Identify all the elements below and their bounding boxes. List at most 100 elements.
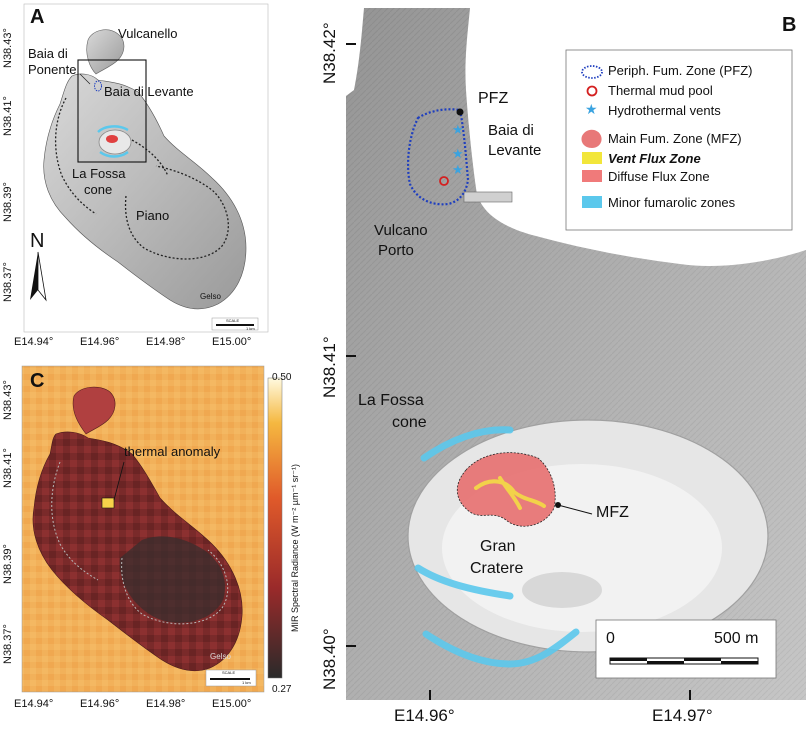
label-vulcano-porto-1: Vulcano	[374, 222, 428, 239]
scale-dist-c: 1 km	[242, 680, 251, 685]
panel-b-letter: B	[782, 14, 797, 36]
lat-tick-b-1: N38.42°	[320, 22, 339, 84]
lon-tick-a-2: E14.96°	[80, 336, 120, 348]
legend-vent-flux-icon	[582, 152, 602, 164]
vulcano-island	[43, 73, 247, 310]
scale-label-a: SCALE	[226, 318, 240, 323]
legend-diffuse-icon	[582, 170, 602, 182]
legend-mfz-icon	[581, 129, 602, 148]
lat-tick-a-1: N38.43°	[2, 28, 14, 68]
hydrothermal-vent-3: ★	[452, 163, 464, 178]
label-la-fossa-cone-1: La Fossa	[358, 392, 424, 409]
label-baia-levante: Baia di Levante	[104, 84, 194, 99]
hydrothermal-vent-2: ★	[452, 147, 464, 162]
legend-minor: Minor fumarolic zones	[608, 195, 736, 210]
lon-tick-b-2: E14.97°	[652, 706, 713, 725]
piano-rim-c	[121, 549, 229, 625]
colorbar	[267, 377, 283, 679]
scale-end: 500 m	[714, 630, 759, 647]
label-vulcanello: Vulcanello	[118, 26, 178, 41]
minor-zone-outer	[422, 628, 580, 668]
panel-a-map	[23, 3, 269, 333]
caldera-rim-piano	[124, 165, 229, 260]
label-baia-levante-2: Levante	[488, 142, 542, 159]
lon-tick-b-1: E14.96°	[394, 706, 455, 725]
panel-c-letter: C	[30, 370, 45, 392]
legend-box	[565, 49, 793, 231]
lon-tick-c-2: E14.96°	[80, 698, 120, 710]
lat-tick-a-4: N38.37°	[2, 262, 14, 302]
colorbar-max: 0.50	[272, 372, 292, 383]
label-mfz: MFZ	[596, 504, 629, 521]
scale-dist-a: 1 km	[246, 326, 255, 331]
legend-mud: Thermal mud pool	[608, 83, 713, 98]
minor-zone-north	[420, 426, 514, 462]
label-baia-ponente-2: Ponente	[28, 62, 77, 77]
panel-a-letter: A	[30, 6, 45, 28]
legend-minor-icon	[582, 196, 602, 208]
lat-tick-b-2: N38.41°	[320, 336, 339, 398]
legend-vent-icon: ★	[585, 102, 598, 118]
label-gelso: Gelso	[200, 292, 221, 301]
scale-label-c: SCALE	[222, 670, 236, 675]
thermal-anomaly-pixel	[101, 497, 115, 509]
label-la-fossa-1: La Fossa	[72, 166, 126, 181]
legend-vents: Hydrothermal vents	[608, 103, 721, 118]
annotation-thermal-anomaly: thermal anomaly	[124, 444, 221, 459]
legend-vent-flux: Vent Flux Zone	[608, 151, 701, 166]
label-la-fossa-2: cone	[84, 182, 113, 197]
legend-mud-icon	[586, 85, 598, 97]
legend-diffuse: Diffuse Flux Zone	[608, 169, 710, 184]
pfz-point	[456, 108, 464, 116]
legend-pfz-icon	[581, 65, 603, 79]
caldera-rim-west	[54, 97, 97, 215]
panel-a: A Vulcanello Baia di Ponente Baia di Lev…	[0, 0, 272, 358]
panel-b: ★ ★ ★ ★	[300, 0, 809, 730]
lon-tick-c-4: E15.00°	[212, 698, 252, 710]
minor-fumarole-a	[97, 125, 129, 133]
label-la-fossa-cone-2: cone	[392, 414, 427, 431]
minor-zone-south	[414, 564, 514, 600]
pfz-outline-a	[94, 80, 102, 92]
lat-tick-c-3: N38.39°	[2, 544, 14, 584]
lon-tick-c-1: E14.94°	[14, 698, 54, 710]
hydrothermal-vent-1: ★	[452, 123, 464, 138]
lat-tick-a-2: N38.41°	[2, 96, 14, 136]
lon-tick-c-3: E14.98°	[146, 698, 186, 710]
fossa-rim	[131, 139, 169, 177]
lon-tick-a-4: E15.00°	[212, 336, 252, 348]
label-piano: Piano	[136, 208, 170, 223]
lat-tick-c-2: N38.41°	[2, 448, 14, 488]
vulcanello-thermal	[72, 386, 116, 435]
thermal-mud-pool	[439, 176, 449, 186]
inset-box	[77, 59, 147, 163]
scale-box	[595, 619, 777, 679]
panel-b-map: ★ ★ ★ ★	[346, 8, 806, 700]
lon-tick-a-1: E14.94°	[14, 336, 54, 348]
mfz-marker	[106, 135, 118, 143]
label-gelso-c: Gelso	[210, 652, 231, 661]
pier	[463, 191, 513, 203]
piano-dark	[119, 536, 226, 623]
lat-tick-a-3: N38.39°	[2, 182, 14, 222]
label-gran-cratere-1: Gran	[480, 538, 516, 555]
label-baia-levante-1: Baia di	[488, 122, 534, 139]
legend-mfz: Main Fum. Zone (MFZ)	[608, 131, 742, 146]
legend-pfz: Periph. Fum. Zone (PFZ)	[608, 63, 753, 78]
lat-tick-b-3: N38.40°	[320, 628, 339, 690]
label-pfz: PFZ	[478, 90, 509, 107]
lat-tick-c-4: N38.37°	[2, 624, 14, 664]
lon-tick-a-3: E14.98°	[146, 336, 186, 348]
caldera-rim-c	[51, 461, 99, 581]
sea-baia-ponente	[346, 8, 364, 96]
panel-c-map	[21, 365, 283, 693]
panel-c: C thermal anomaly Gelso 0.50 0.27 MIR Sp…	[0, 362, 300, 730]
north-label: N	[30, 230, 45, 252]
label-gran-cratere-2: Cratere	[470, 560, 524, 577]
label-baia-ponente-1: Baia di	[28, 46, 68, 61]
label-vulcano-porto-2: Porto	[378, 242, 414, 259]
lat-tick-c-1: N38.43°	[2, 380, 14, 420]
vent-flux-zone	[474, 476, 546, 510]
scale-start: 0	[606, 630, 615, 647]
minor-fumarole-b	[99, 150, 129, 158]
